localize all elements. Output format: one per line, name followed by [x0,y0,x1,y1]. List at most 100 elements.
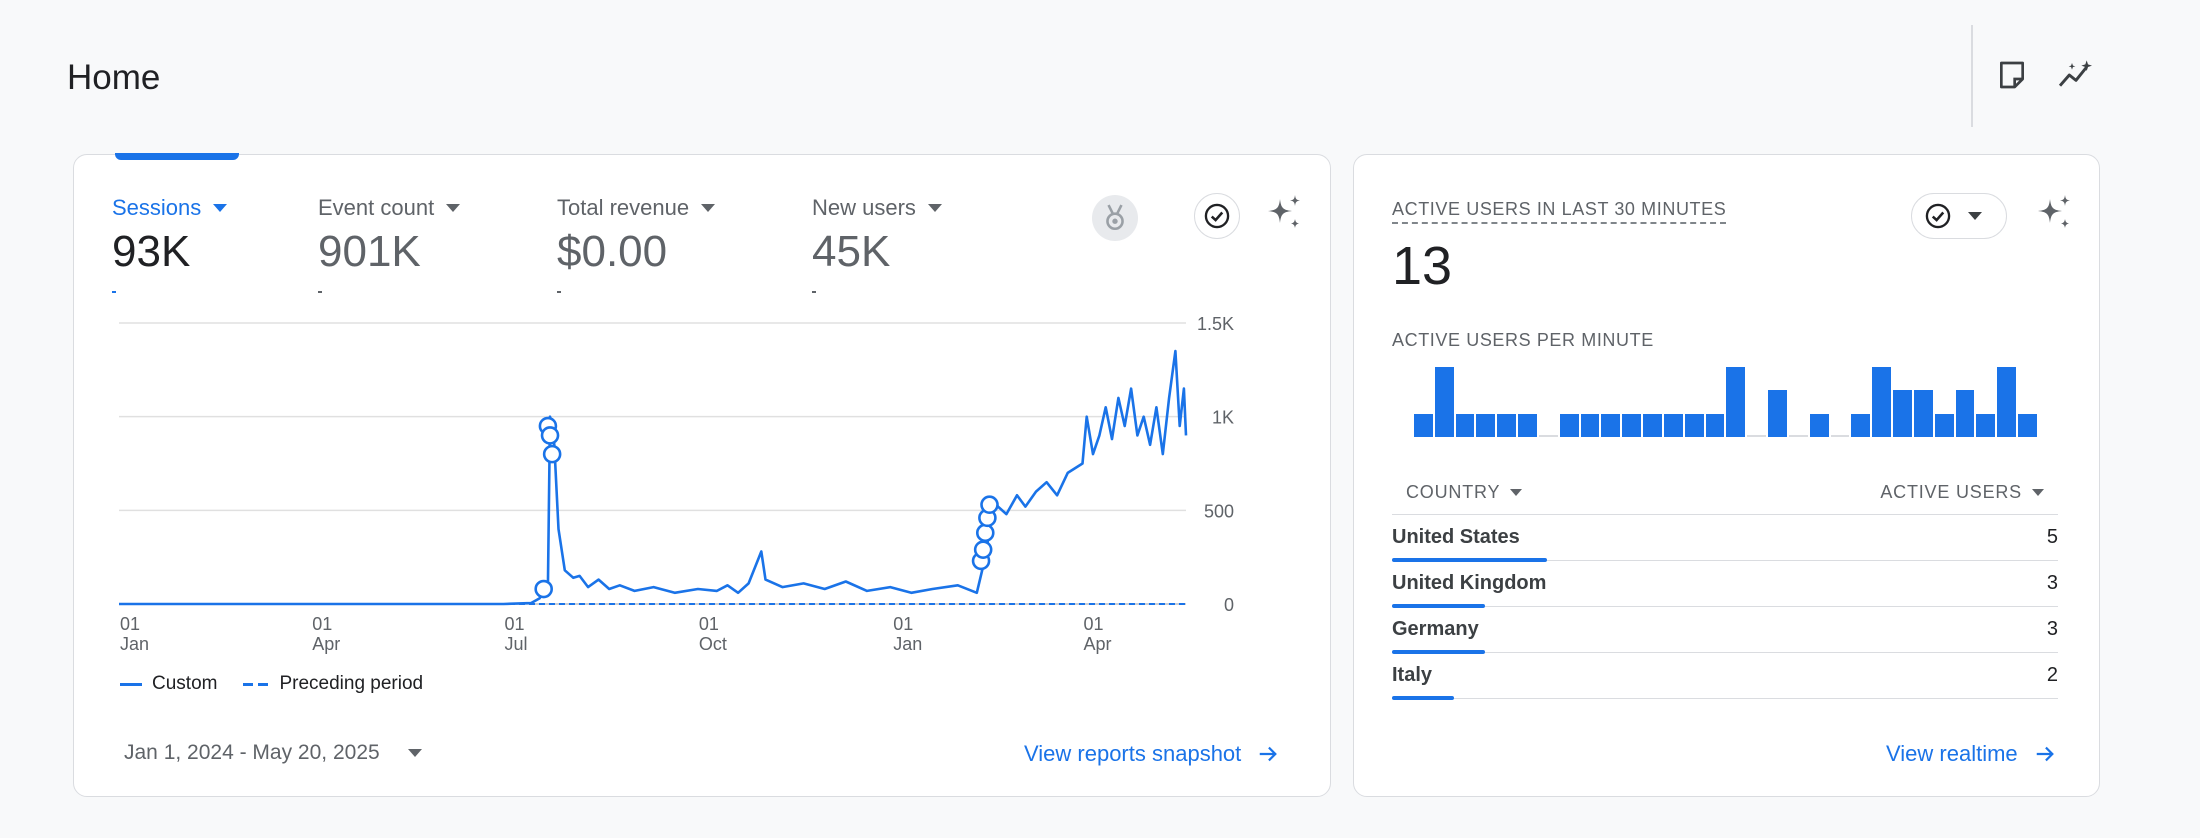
per-minute-bar[interactable] [1809,413,1829,437]
metric-dash [557,291,561,293]
per-minute-bar[interactable] [1997,367,2017,437]
per-minute-bar[interactable] [1601,413,1621,437]
x-tick-month: Oct [699,634,727,654]
active-users-column-header[interactable]: ACTIVE USERS [1866,482,2058,503]
per-minute-bar[interactable] [1955,390,1975,437]
per-minute-bar[interactable] [1455,413,1475,437]
row-users: 3 [2046,572,2058,594]
metric-label: Total revenue [557,195,690,220]
row-share-bar [1392,650,1485,654]
x-tick-month: Jan [120,634,149,654]
metric-value: 93K [112,227,191,276]
row-users: 3 [2046,618,2058,640]
per-minute-bar[interactable] [1580,413,1600,437]
table-row[interactable]: Germany 3 [1392,607,2058,654]
caret-down-icon [1510,489,1523,496]
per-minute-bar[interactable] [1788,435,1808,437]
caret-down-icon [407,749,422,757]
metric-label: Event count [318,195,435,220]
metric-event-count[interactable]: Event count 901K [318,195,461,293]
per-minute-bar-chart [1414,367,2037,437]
arrow-right-icon [2036,746,2054,762]
metric-label: Sessions [112,195,202,220]
legend-item-previous: Preceding period [243,673,423,695]
view-reports-snapshot-link[interactable]: View reports snapshot [1024,741,1279,767]
legend-dashed-line [243,682,270,686]
metric-dash [812,291,816,293]
annotation-marker [540,426,560,445]
row-share-bar [1392,558,1547,562]
per-minute-bar[interactable] [1913,390,1933,437]
medal-badge[interactable] [1092,195,1138,241]
per-minute-bar[interactable] [1747,435,1767,437]
link-label: View reports snapshot [1024,741,1242,766]
per-minute-bar[interactable] [1726,367,1746,437]
annotation-marker [973,540,993,559]
caret-down-icon [446,204,461,212]
table-row[interactable]: United States 5 [1392,515,2058,562]
metric-value: 901K [318,227,421,276]
per-minute-bar[interactable] [1893,390,1912,437]
metric-value: $0.00 [557,227,668,276]
table-row[interactable]: United Kingdom 3 [1392,561,2058,608]
sparkle-icon[interactable] [2034,193,2074,233]
per-minute-bar[interactable] [1976,413,1996,437]
legend-solid-line [120,682,142,686]
country-table-header: COUNTRY ACTIVE USERS [1392,471,2058,515]
per-minute-bar[interactable] [1934,413,1954,437]
realtime-title[interactable]: ACTIVE USERS IN LAST 30 MINUTES [1392,199,1727,224]
caret-down-icon [927,204,942,212]
per-minute-bar[interactable] [1663,413,1683,437]
per-minute-bar[interactable] [1559,413,1579,437]
date-range-selector[interactable]: Jan 1, 2024 - May 20, 2025 [124,741,422,765]
metric-sessions[interactable]: Sessions 93K [112,195,228,293]
country-column-header[interactable]: COUNTRY [1392,482,1536,503]
per-minute-bar[interactable] [1872,367,1892,437]
legend-label: Custom [152,673,218,694]
y-tick-label: 0 [1224,595,1234,615]
sparkle-icon[interactable] [1264,193,1304,233]
notes-icon [2000,61,2024,89]
per-minute-bar[interactable] [1497,413,1517,437]
per-minute-bar[interactable] [1538,435,1558,437]
metric-total-revenue[interactable]: Total revenue $0.00 [557,195,716,293]
chart-legend: Custom Preceding period [120,673,449,695]
per-minute-title: ACTIVE USERS PER MINUTE [1392,330,1654,350]
notes-button[interactable] [1992,55,2032,95]
legend-item-current: Custom [120,673,217,695]
per-minute-bar[interactable] [1622,413,1642,437]
x-tick-day: 01 [699,614,719,634]
view-realtime-link[interactable]: View realtime [1886,741,2056,767]
legend-label: Preceding period [279,673,424,694]
x-tick-month: Apr [312,634,340,654]
row-country: Germany [1392,618,1479,640]
realtime-check-dropdown[interactable] [1911,193,2007,239]
metric-dash [112,291,116,293]
per-minute-bar[interactable] [1851,413,1871,437]
per-minute-bar[interactable] [1830,435,1850,437]
page-title: Home [67,58,161,97]
per-minute-bar[interactable] [1705,413,1725,437]
header-divider [1971,25,1973,127]
annotation-marker [980,495,999,515]
annotation-marker [534,579,553,599]
annotation-marker [542,444,562,464]
per-minute-bar[interactable] [1518,413,1537,437]
caret-down-icon [701,204,716,212]
date-range-label: Jan 1, 2024 - May 20, 2025 [124,741,380,764]
check-button[interactable] [1194,193,1240,239]
row-country: Italy [1392,664,1433,686]
per-minute-bar[interactable] [1434,367,1454,437]
insights-button[interactable] [2056,55,2096,95]
per-minute-bar[interactable] [2018,413,2037,437]
table-row[interactable]: Italy 2 [1392,653,2058,700]
per-minute-bar[interactable] [1768,390,1787,437]
per-minute-bar[interactable] [1643,413,1662,437]
metric-new-users[interactable]: New users 45K [812,195,942,293]
per-minute-bar[interactable] [1476,413,1496,437]
row-users: 5 [2046,526,2058,548]
link-label: View realtime [1886,741,2018,766]
check-circle-icon [1204,203,1230,229]
per-minute-bar[interactable] [1414,413,1433,437]
per-minute-bar[interactable] [1684,413,1704,437]
